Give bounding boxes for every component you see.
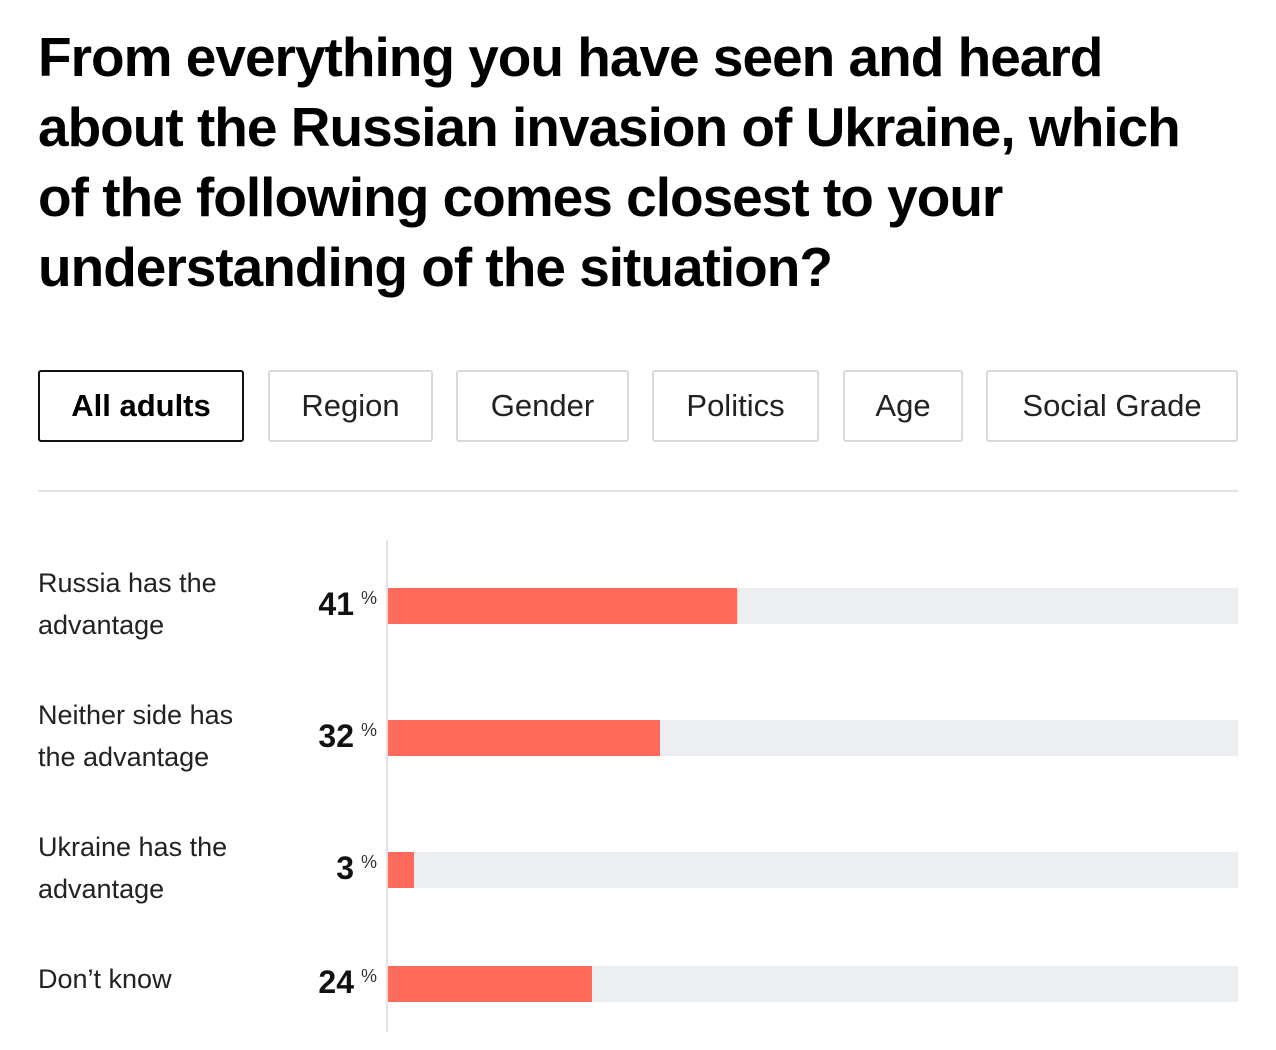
filter-region[interactable]: Region [268,370,433,442]
bar-label: Russia has the advantage [38,568,217,640]
bar [388,588,737,624]
filter-tabs: All adults Region Gender Politics Age So… [38,370,1238,442]
chart-row-ukraine: Ukraine has the advantage 3 % [0,824,1276,924]
bar-unit-label: % [361,966,378,986]
filter-gender[interactable]: Gender [456,370,629,442]
bar-value-label: 24 [318,964,354,1000]
bar-value-label: 32 [318,718,354,754]
bar-track [388,588,1238,624]
chart-row-russia: Russia has the advantage 41 % [0,560,1276,660]
divider [38,490,1238,492]
bar [388,852,414,888]
bar-label: Don’t know [38,964,172,994]
bar-track [388,852,1238,888]
bar-track [388,720,1238,756]
filter-age[interactable]: Age [843,370,963,442]
filter-social-grade[interactable]: Social Grade [986,370,1238,442]
bar [388,966,592,1002]
bar-unit-label: % [361,852,378,872]
bar-value-label: 41 [318,586,354,622]
chart-axis-line [386,540,388,1032]
bar-unit-label: % [361,588,378,608]
chart-row-dont-know: Don’t know 24 % [0,956,1276,1050]
question-title: From everything you have seen and heard … [38,26,1181,298]
bar-label: Ukraine has the advantage [38,832,228,904]
bar-unit-label: % [361,720,378,740]
filter-all-adults[interactable]: All adults [38,370,244,442]
filter-politics[interactable]: Politics [652,370,819,442]
chart-row-neither: Neither side has the advantage 32 % [0,692,1276,792]
bar-value-label: 3 [336,850,354,886]
bar-label: Neither side has the advantage [38,700,234,772]
bar [388,720,660,756]
bar-track [388,966,1238,1002]
